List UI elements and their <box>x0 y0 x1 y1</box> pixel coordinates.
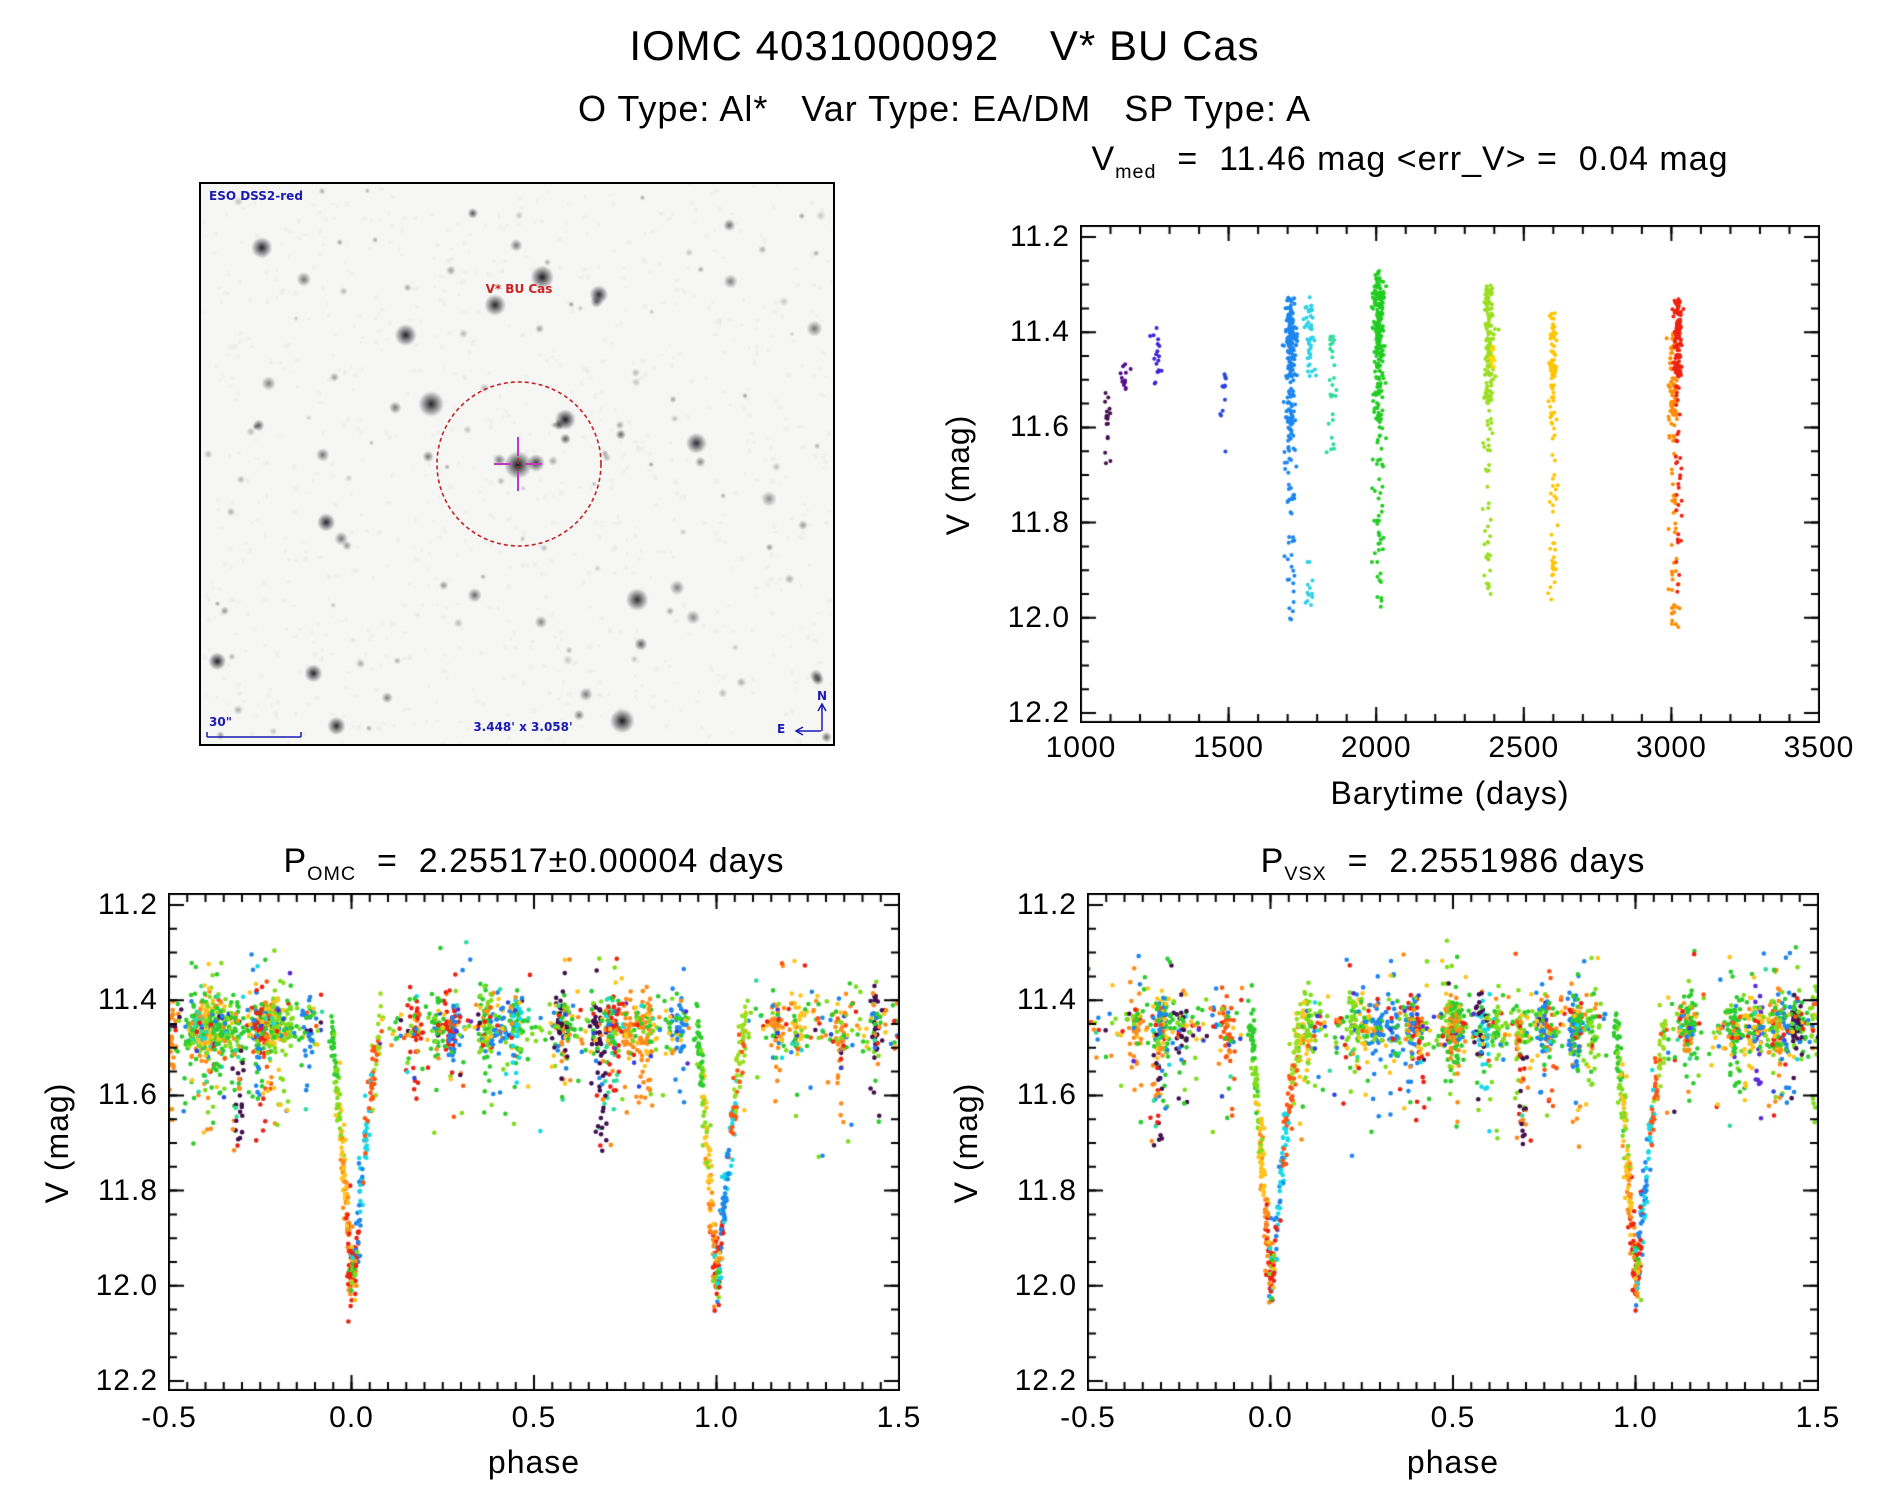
scale-bar-label: 30" <box>209 715 232 729</box>
barytime-x-axis-title: Barytime (days) <box>1330 775 1570 811</box>
page-title: IOMC 4031000092 V* BU Cas <box>629 22 1260 69</box>
y-tick-label: 12.0 <box>1014 1268 1077 1302</box>
x-tick-label: 0.0 <box>1248 1401 1293 1434</box>
x-tick-label: 0.5 <box>1430 1401 1476 1434</box>
period-subscript: VSX <box>1284 862 1327 885</box>
survey-label: ESO DSS2-red <box>209 189 303 203</box>
y-tick-label: 12.0 <box>95 1268 158 1302</box>
y-tick-label: 11.2 <box>97 888 158 921</box>
omc-phase-folded-plot <box>168 893 900 1391</box>
barytime-light-curve-plot <box>1080 225 1820 723</box>
period-subscript: OMC <box>307 862 357 885</box>
vmed-symbol: V <box>1091 140 1116 178</box>
vmed-value: = 11.46 mag <err_V> = 0.04 mag <box>1156 140 1729 178</box>
y-tick-label: 11.6 <box>97 1078 158 1112</box>
y-tick-label: 11.6 <box>1016 1078 1077 1112</box>
target-marker-circle <box>436 381 602 547</box>
vmed-subscript: med <box>1115 160 1157 183</box>
x-tick-label: 0.5 <box>511 1401 557 1434</box>
x-tick-label: 1000 <box>1045 731 1117 764</box>
x-tick-label: -0.5 <box>1060 1401 1116 1434</box>
x-tick-label: -0.5 <box>141 1401 197 1434</box>
page-subtitle: O Type: Al* Var Type: EA/DM SP Type: A <box>577 88 1311 129</box>
crosshair-icon <box>494 437 542 491</box>
vsx-phase-folded-plot <box>1087 893 1819 1391</box>
y-tick-label: 11.2 <box>1016 888 1077 921</box>
x-tick-label: 1.0 <box>694 1401 739 1434</box>
y-tick-label: 11.8 <box>97 1173 158 1207</box>
y-tick-label: 12.0 <box>1007 600 1070 634</box>
finder-chart-panel: ESO DSS2-red V* BU Cas 30" 3.448' x 3.05… <box>199 182 835 746</box>
vsx-period-title: PVSX = 2.2551986 days <box>1083 842 1823 886</box>
star-field-image <box>201 184 833 744</box>
x-tick-label: 3000 <box>1636 731 1707 764</box>
finder-chart-overlay <box>206 381 827 738</box>
vsx-y-axis-title: V (mag) <box>948 1082 984 1204</box>
omc-period-title: POMC = 2.25517±0.00004 days <box>164 842 904 886</box>
omc-y-axis-title: V (mag) <box>39 1082 75 1204</box>
y-tick-label: 12.2 <box>1007 696 1070 729</box>
y-tick-label: 12.2 <box>95 1364 158 1397</box>
x-tick-label: 3500 <box>1783 731 1855 764</box>
compass-north-label: N <box>816 689 828 703</box>
compass-icon <box>794 702 827 736</box>
x-tick-label: 0.0 <box>329 1401 374 1434</box>
vsx-x-axis-title: phase <box>1406 1444 1500 1480</box>
target-star-label: V* BU Cas <box>485 282 553 296</box>
y-tick-label: 11.4 <box>1016 983 1077 1017</box>
compass-east-label: E <box>777 722 786 736</box>
y-tick-label: 11.2 <box>1009 220 1070 253</box>
barytime-plot-title: Vmed = 11.46 mag <err_V> = 0.04 mag <box>995 140 1825 184</box>
x-tick-label: 2000 <box>1340 731 1412 764</box>
period-value: = 2.25517±0.00004 days <box>356 842 785 880</box>
image-size-label: 3.448' x 3.058' <box>473 720 573 734</box>
period-symbol: P <box>283 842 308 880</box>
barytime-y-axis-title: V (mag) <box>940 414 976 536</box>
y-tick-label: 11.8 <box>1009 505 1070 539</box>
y-tick-label: 12.2 <box>1014 1364 1077 1397</box>
omc-x-axis-title: phase <box>487 1444 581 1480</box>
x-tick-label: 1500 <box>1193 731 1264 764</box>
y-tick-label: 11.4 <box>97 983 158 1017</box>
y-tick-label: 11.6 <box>1009 410 1070 444</box>
x-tick-label: 1.0 <box>1613 1401 1658 1434</box>
period-value: = 2.2551986 days <box>1326 842 1646 880</box>
y-tick-label: 11.8 <box>1016 1173 1077 1207</box>
scale-bar <box>206 732 302 738</box>
x-tick-label: 1.5 <box>876 1401 922 1434</box>
x-tick-label: 2500 <box>1488 731 1560 764</box>
y-tick-label: 11.4 <box>1009 315 1070 349</box>
period-symbol: P <box>1260 842 1285 880</box>
x-tick-label: 1.5 <box>1795 1401 1841 1434</box>
